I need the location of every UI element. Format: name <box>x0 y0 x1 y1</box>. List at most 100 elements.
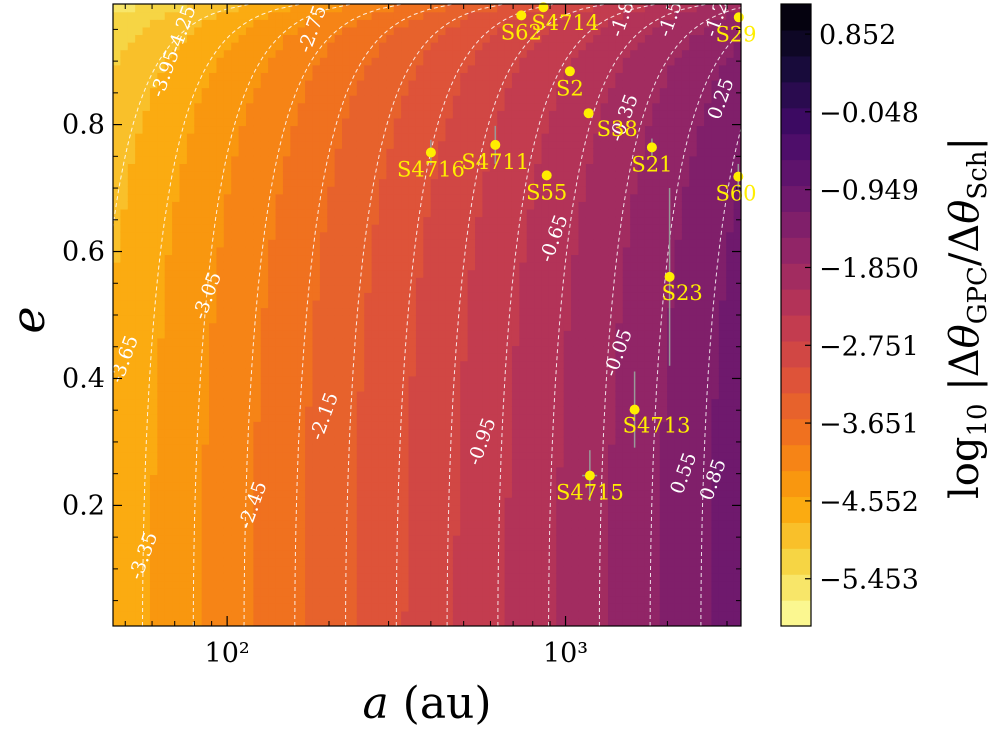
contour-cell <box>223 618 232 626</box>
contour-cell <box>216 519 225 529</box>
contour-cell <box>260 95 269 104</box>
contour-cell <box>378 186 388 195</box>
contour-cell <box>135 201 144 210</box>
contour-cell <box>504 443 513 453</box>
contour-cell <box>305 4 314 13</box>
contour-cell <box>327 618 336 626</box>
contour-cell <box>275 542 284 551</box>
contour-cell <box>467 163 476 172</box>
contour-cell <box>423 512 432 521</box>
contour-cell <box>238 428 247 438</box>
contour-cell <box>408 322 417 331</box>
contour-cell <box>319 383 328 392</box>
contour-cell <box>135 193 144 202</box>
contour-cell <box>445 512 454 521</box>
contour-cell <box>238 170 247 180</box>
contour-cell <box>149 261 159 271</box>
contour-cell <box>378 299 388 309</box>
contour-cell <box>497 148 506 157</box>
contour-cell <box>179 277 188 286</box>
contour-cell <box>378 239 388 248</box>
contour-cell <box>120 390 129 400</box>
contour-cell <box>253 466 262 475</box>
contour-cell <box>127 79 136 89</box>
contour-cell <box>268 428 277 438</box>
contour-cell <box>312 79 321 89</box>
contour-cell <box>334 459 343 468</box>
contour-cell <box>120 19 129 28</box>
contour-cell <box>127 610 136 620</box>
contour-cell <box>201 140 210 149</box>
contour-cell <box>149 292 159 301</box>
contour-cell <box>526 208 535 218</box>
contour-cell <box>209 170 218 180</box>
contour-cell <box>423 413 432 422</box>
contour-cell <box>253 406 262 415</box>
contour-cell <box>179 481 188 491</box>
contour-cell <box>290 254 299 263</box>
contour-cell <box>290 193 299 202</box>
contour-cell <box>172 277 181 286</box>
contour-cell <box>238 390 247 400</box>
contour-cell <box>460 315 469 324</box>
contour-cell <box>216 610 225 620</box>
contour-cell <box>312 413 321 422</box>
contour-cell <box>253 299 262 309</box>
contour-cell <box>231 451 240 460</box>
contour-cell <box>149 216 159 225</box>
contour-cell <box>253 170 262 180</box>
contour-cell <box>113 155 122 164</box>
contour-cell <box>253 178 262 187</box>
contour-cell <box>423 231 432 240</box>
contour-cell <box>127 102 136 111</box>
contour-cell <box>497 269 506 278</box>
contour-cell <box>415 519 425 529</box>
contour-cell <box>297 178 306 187</box>
contour-cell <box>393 595 402 604</box>
contour-cell <box>556 550 565 559</box>
contour-cell <box>297 504 306 513</box>
contour-cell <box>349 79 358 89</box>
contour-cell <box>519 413 528 422</box>
contour-cell <box>482 322 491 331</box>
contour-cell <box>186 72 195 81</box>
contour-cell <box>349 231 358 240</box>
contour-cell <box>179 565 188 574</box>
contour-cell <box>149 368 159 377</box>
contour-cell <box>342 527 351 536</box>
contour-cell <box>548 87 557 96</box>
contour-cell <box>135 398 144 407</box>
contour-cell <box>172 246 181 256</box>
contour-cell <box>445 610 454 620</box>
contour-cell <box>312 398 321 407</box>
contour-cell <box>268 610 277 620</box>
contour-cell <box>526 390 535 400</box>
contour-cell <box>305 330 314 339</box>
contour-cell <box>356 443 365 453</box>
contour-cell <box>482 299 491 309</box>
contour-cell <box>349 443 358 453</box>
contour-cell <box>186 512 195 521</box>
contour-cell <box>231 398 240 407</box>
contour-cell <box>556 580 565 589</box>
contour-cell <box>489 208 498 218</box>
contour-cell <box>356 322 365 331</box>
contour-cell <box>290 239 299 248</box>
contour-cell <box>349 580 358 589</box>
contour-cell <box>497 170 506 180</box>
contour-cell <box>120 565 129 574</box>
contour-cell <box>179 557 188 567</box>
contour-cell <box>172 148 181 157</box>
contour-cell <box>467 337 476 347</box>
contour-cell <box>371 292 380 301</box>
contour-cell <box>401 436 410 445</box>
contour-cell <box>364 117 373 127</box>
contour-cell <box>430 610 439 620</box>
contour-cell <box>297 216 306 225</box>
contour-cell <box>504 322 513 331</box>
contour-cell <box>172 451 181 460</box>
contour-cell <box>149 41 159 51</box>
contour-cell <box>548 216 557 225</box>
contour-cell <box>511 421 521 430</box>
contour-cell <box>371 208 380 218</box>
